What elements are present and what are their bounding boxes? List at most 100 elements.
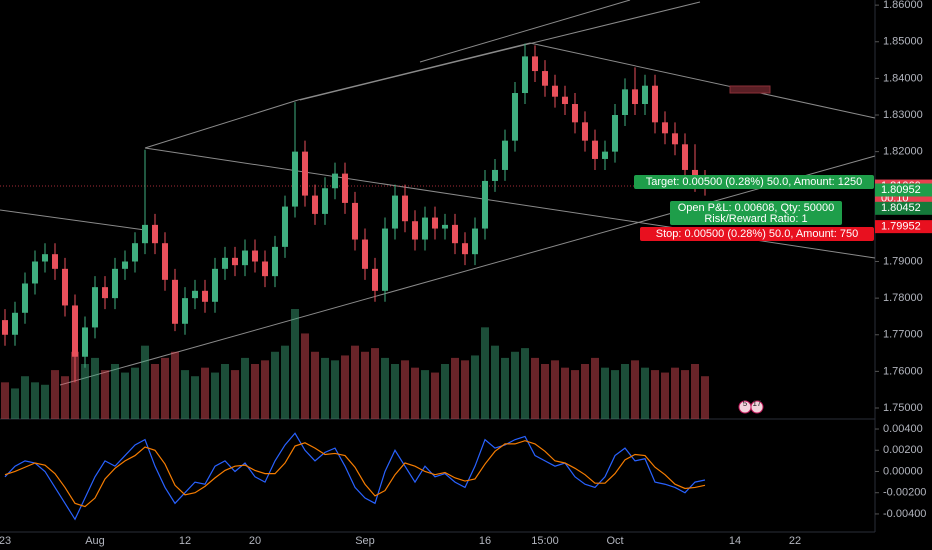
volume-bar — [241, 357, 249, 419]
event-badge — [750, 400, 764, 414]
candle-body — [342, 173, 348, 203]
candle-body — [152, 224, 158, 244]
candle-body — [2, 320, 8, 335]
candle-body — [242, 250, 248, 266]
y-tick-label: 1.77000 — [883, 329, 923, 341]
volume-bar — [351, 345, 359, 419]
volume-bar — [431, 372, 439, 419]
candle-body — [532, 56, 538, 72]
y-tick-label: 1.76000 — [883, 365, 923, 377]
volume-bar — [441, 364, 449, 419]
volume-bar — [521, 348, 529, 419]
volume-bar — [61, 376, 69, 419]
volume-bar — [131, 367, 139, 419]
volume-bar — [191, 376, 199, 419]
candle-body — [312, 195, 318, 214]
volume-bar — [581, 364, 589, 419]
candle-body — [352, 202, 358, 240]
volume-bar — [231, 370, 239, 419]
osc-tick-label: -0.00400 — [883, 508, 926, 520]
volume-bar — [681, 370, 689, 419]
volume-bar — [481, 327, 489, 419]
volume-bar — [321, 357, 329, 419]
volume-bar — [701, 376, 709, 419]
candle-body — [462, 243, 468, 255]
target-text: Target: 0.00500 (0.28%) 50.0, Amount: 12… — [646, 176, 862, 188]
candle-body — [492, 169, 498, 181]
pnl-box — [670, 201, 842, 225]
candle-body — [602, 151, 608, 159]
candle-body — [432, 217, 438, 229]
volume-bar — [371, 348, 379, 419]
trend-line — [144, 99, 299, 149]
volume-bar — [641, 367, 649, 419]
x-tick-label: 15:00 — [531, 535, 559, 547]
event-badge-label: 5 — [743, 399, 748, 408]
candle-body — [442, 224, 448, 229]
volume-bar — [661, 372, 669, 419]
stop-price-tag — [875, 220, 932, 234]
y-tick-label: 1.82000 — [883, 146, 923, 158]
volume-bar — [551, 360, 559, 419]
candle-body — [562, 96, 568, 105]
candle-body — [392, 195, 398, 229]
candle-body — [592, 140, 598, 159]
volume-bar — [501, 357, 509, 419]
volume-bar — [251, 364, 259, 419]
y-tick-label: 1.86000 — [883, 0, 923, 11]
x-tick-label: Oct — [606, 535, 623, 547]
candle-body — [372, 268, 378, 291]
volume-bar — [201, 367, 209, 419]
candle-body — [12, 312, 18, 335]
volume-bar — [471, 355, 479, 419]
volume-bar — [311, 351, 319, 419]
candle-body — [482, 180, 488, 229]
candle-body — [212, 268, 218, 302]
candle-body — [512, 93, 518, 141]
volume-bar — [301, 333, 309, 419]
stop-price-label: 1.79952 — [881, 221, 921, 233]
volume-bar — [601, 367, 609, 419]
volume-bar — [151, 364, 159, 419]
entry-price-label: 1.80452 — [881, 202, 921, 214]
volume-bar — [541, 364, 549, 419]
candle-body — [32, 261, 38, 284]
candle-body — [42, 254, 48, 262]
volume-bar — [591, 357, 599, 419]
osc-tick-label: 0.00400 — [883, 423, 923, 435]
y-tick-label: 1.85000 — [883, 36, 923, 48]
volume-bar — [331, 360, 339, 419]
candle-body — [92, 287, 98, 328]
x-tick-label: 14 — [729, 535, 741, 547]
volume-bar — [621, 364, 629, 419]
candle-body — [192, 290, 198, 299]
candle-body — [522, 56, 528, 94]
volume-bar — [121, 372, 129, 419]
trend-line — [0, 209, 146, 231]
trend-line — [419, 0, 631, 63]
volume-bar — [381, 357, 389, 419]
pnl-text: Open P&L: 0.00608, Qty: 50000 — [678, 202, 835, 214]
candle-body — [182, 298, 188, 324]
candle-body — [622, 89, 628, 116]
volume-bar — [611, 370, 619, 419]
candle-body — [302, 151, 308, 196]
volume-bar — [561, 367, 569, 419]
candle-body — [232, 257, 238, 266]
candle-body — [412, 221, 418, 240]
candle-body — [382, 228, 388, 291]
candle-body — [632, 89, 638, 105]
x-tick-label: 16 — [479, 535, 491, 547]
osc-tick-label: -0.00200 — [883, 487, 926, 499]
trend-line — [299, 1, 701, 101]
volume-bar — [111, 364, 119, 419]
osc-tick-label: 0.00200 — [883, 444, 923, 456]
x-tick-label: Sep — [355, 535, 375, 547]
volume-bar — [91, 357, 99, 419]
volume-bar — [451, 357, 459, 419]
volume-bar — [691, 364, 699, 419]
volume-bar — [671, 367, 679, 419]
y-tick-label: 1.79000 — [883, 255, 923, 267]
y-tick-label: 1.78000 — [883, 292, 923, 304]
